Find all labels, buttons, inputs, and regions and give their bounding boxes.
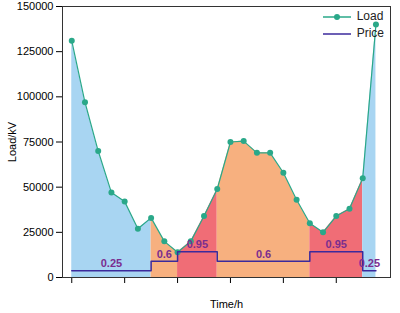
svg-text:0.95: 0.95	[326, 238, 347, 250]
svg-text:150000: 150000	[17, 0, 54, 12]
svg-text:100000: 100000	[17, 90, 54, 102]
svg-text:0: 0	[47, 271, 53, 283]
svg-text:75000: 75000	[23, 136, 54, 148]
html-text:Price: Price	[356, 26, 384, 40]
svg-text:0.95: 0.95	[187, 238, 208, 250]
svg-text:0.25: 0.25	[359, 257, 380, 269]
html-text:Load: Load	[356, 9, 384, 23]
svg-text:50000: 50000	[23, 181, 54, 193]
svg-text:Load/kV: Load/kV	[6, 121, 18, 162]
svg-text:0.25: 0.25	[101, 257, 122, 269]
svg-text:125000: 125000	[17, 45, 54, 57]
svg-text:Time/h: Time/h	[210, 298, 243, 310]
svg-text:0.6: 0.6	[157, 248, 172, 260]
svg-text:0.6: 0.6	[256, 248, 271, 260]
svg-text:25000: 25000	[23, 226, 54, 238]
